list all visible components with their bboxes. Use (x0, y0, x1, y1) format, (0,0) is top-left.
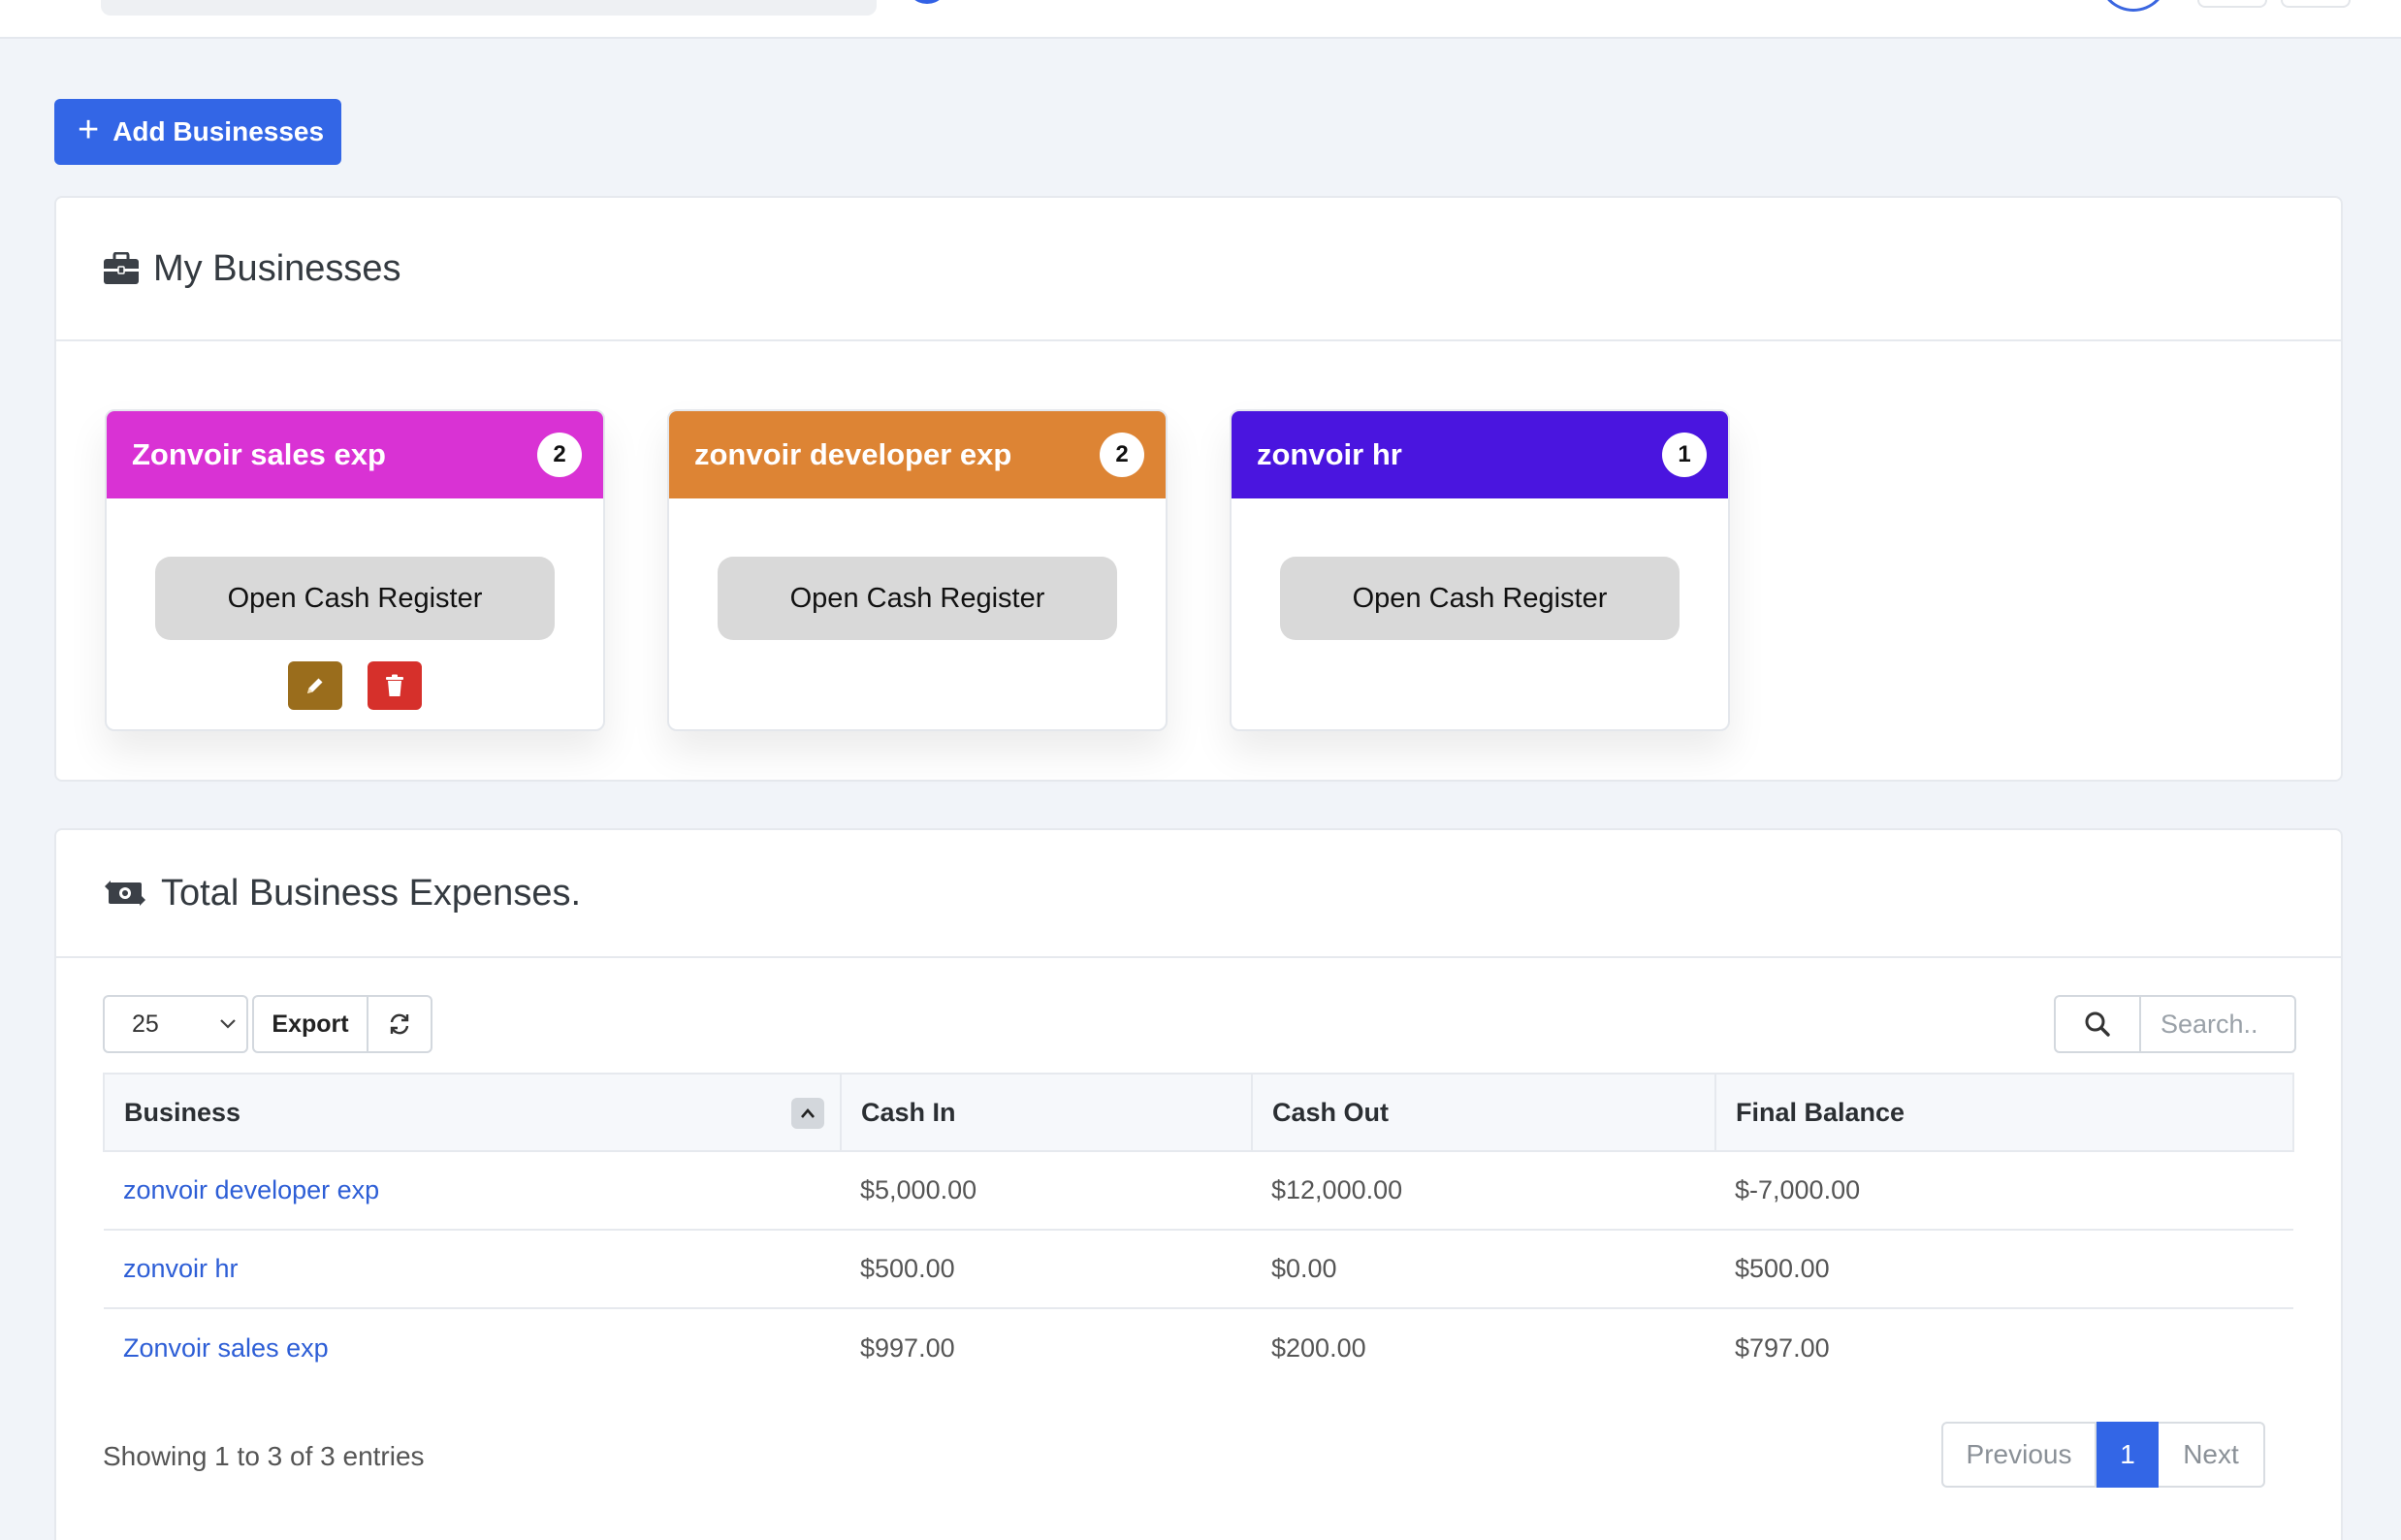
business-link[interactable]: Zonvoir sales exp (123, 1332, 329, 1363)
money-exchange-icon (105, 881, 145, 906)
briefcase-icon (104, 252, 139, 284)
page-size-value: 25 (132, 1010, 159, 1038)
export-button[interactable]: Export (252, 995, 368, 1053)
navbar-button[interactable] (2281, 0, 2351, 8)
table-row: Zonvoir sales exp $997.00 $200.00 $797.0… (104, 1308, 2293, 1387)
final-balance-cell: $-7,000.00 (1715, 1151, 2293, 1231)
search-input[interactable] (2141, 995, 2296, 1053)
column-header-label: Business (124, 1097, 241, 1127)
table-toolbar: 25 Export (103, 995, 432, 1053)
pencil-icon (307, 678, 323, 693)
business-link[interactable]: zonvoir hr (123, 1254, 239, 1283)
top-navbar (0, 0, 2401, 39)
business-name: Zonvoir sales exp (132, 437, 386, 471)
cash-in-cell: $997.00 (860, 1332, 955, 1363)
business-card-zonvoir-developer-exp: zonvoir developer exp 2 Open Cash Regist… (667, 409, 1168, 731)
table-row: zonvoir hr $500.00 $0.00 $500.00 (104, 1230, 2293, 1309)
my-businesses-title: My Businesses (153, 247, 401, 289)
column-header-final-balance[interactable]: Final Balance (1715, 1073, 2294, 1152)
my-businesses-header: My Businesses (56, 198, 2341, 341)
business-name: zonvoir hr (1257, 437, 1402, 471)
final-balance-cell: $500.00 (1715, 1230, 2293, 1309)
pagination: Previous 1 Next (1941, 1422, 2265, 1488)
column-header-cash-in[interactable]: Cash In (841, 1073, 1253, 1152)
cash-out-cell: $200.00 (1271, 1332, 1366, 1363)
business-card-header[interactable]: zonvoir developer exp 2 (669, 411, 1166, 498)
open-cash-register-button[interactable]: Open Cash Register (1280, 557, 1680, 640)
search-icon-button[interactable] (2054, 995, 2141, 1053)
business-count-badge: 2 (537, 433, 582, 477)
business-card-header[interactable]: Zonvoir sales exp 2 (107, 411, 603, 498)
global-search-bar[interactable] (101, 0, 877, 16)
business-card-zonvoir-sales-exp: Zonvoir sales exp 2 Open Cash Register (105, 409, 605, 731)
business-link[interactable]: zonvoir developer exp (123, 1175, 380, 1204)
sort-button[interactable] (791, 1098, 824, 1129)
cash-in-cell: $5,000.00 (841, 1151, 1252, 1231)
status-indicator-icon[interactable] (906, 0, 948, 4)
column-header-business[interactable]: Business (103, 1073, 842, 1152)
business-name: zonvoir developer exp (694, 437, 1012, 471)
open-cash-register-button[interactable]: Open Cash Register (718, 557, 1117, 640)
business-card-header[interactable]: zonvoir hr 1 (1232, 411, 1728, 498)
add-businesses-label: Add Businesses (112, 116, 325, 146)
next-page-button[interactable]: Next (2159, 1422, 2265, 1488)
page-size-select[interactable]: 25 (103, 995, 248, 1053)
open-cash-register-button[interactable]: Open Cash Register (155, 557, 555, 640)
search-icon (2085, 1011, 2110, 1037)
expenses-table: Business Cash In Cash Out Final Balance … (103, 1073, 2294, 1387)
column-header-label: Cash Out (1272, 1097, 1390, 1127)
business-count-badge: 1 (1662, 433, 1707, 477)
table-row: zonvoir developer exp $5,000.00 $12,000.… (104, 1151, 2293, 1231)
add-businesses-button[interactable]: + Add Businesses (54, 99, 341, 165)
previous-page-button[interactable]: Previous (1941, 1422, 2097, 1488)
total-expenses-header: Total Business Expenses. (56, 830, 2341, 958)
table-header-row: Business Cash In Cash Out Final Balance (103, 1073, 2294, 1152)
table-info: Showing 1 to 3 of 3 entries (103, 1441, 425, 1471)
avatar[interactable] (2098, 0, 2168, 12)
table-search (2054, 995, 2296, 1053)
card-actions (107, 661, 603, 710)
business-card-zonvoir-hr: zonvoir hr 1 Open Cash Register (1230, 409, 1730, 731)
total-expenses-title: Total Business Expenses. (161, 872, 582, 914)
delete-business-button[interactable] (368, 661, 422, 710)
edit-business-button[interactable] (288, 661, 342, 710)
business-count-badge: 2 (1100, 433, 1144, 477)
final-balance-cell: $797.00 (1735, 1332, 1830, 1363)
column-header-label: Final Balance (1736, 1097, 1905, 1127)
page-1-button[interactable]: 1 (2097, 1422, 2159, 1488)
refresh-button[interactable] (368, 995, 432, 1053)
column-header-cash-out[interactable]: Cash Out (1252, 1073, 1716, 1152)
chevron-up-icon (801, 1108, 815, 1118)
chevron-down-icon (220, 1019, 236, 1029)
column-header-label: Cash In (861, 1097, 956, 1127)
cash-out-cell: $0.00 (1252, 1230, 1715, 1309)
total-expenses-panel: Total Business Expenses. 25 Export (54, 828, 2343, 1540)
navbar-button[interactable] (2197, 0, 2267, 8)
refresh-icon (390, 1013, 409, 1035)
plus-icon: + (78, 110, 100, 150)
cash-in-cell: $500.00 (841, 1230, 1252, 1309)
cash-out-cell: $12,000.00 (1252, 1151, 1715, 1231)
trash-icon (386, 674, 403, 696)
